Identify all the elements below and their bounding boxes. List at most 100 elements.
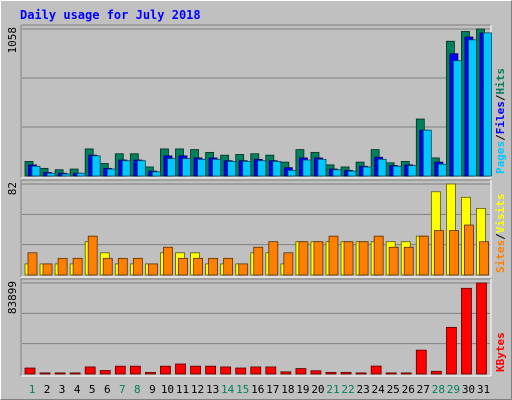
bar-sites-day-16 [253, 246, 264, 276]
bar-sites-day-7 [117, 257, 128, 276]
bar-kbytes-day-5 [84, 366, 96, 375]
series-kbytes [24, 282, 487, 375]
bar-sites-day-27 [418, 235, 429, 276]
x-tick-label-7: 7 [119, 383, 126, 396]
bar-sites-day-9 [147, 263, 158, 276]
x-tick-label-24: 24 [372, 383, 386, 396]
bar-pages-day-10 [167, 158, 176, 177]
bar-sites-day-21 [328, 235, 339, 276]
bar-sites-day-8 [132, 257, 143, 276]
series-pages [31, 32, 492, 177]
panel-middle: 82 Sites/Visits [6, 179, 507, 278]
bar-kbytes-day-24 [370, 365, 382, 375]
bar-sites-day-20 [313, 241, 324, 276]
x-tick-label-28: 28 [432, 383, 445, 396]
bar-sites-day-13 [208, 257, 219, 276]
bar-kbytes-day-1 [24, 367, 36, 375]
bar-kbytes-day-10 [160, 365, 171, 375]
bar-sites-day-11 [178, 257, 188, 276]
bar-kbytes-day-18 [280, 371, 292, 375]
legend-entry: Files [494, 101, 507, 134]
panel-max-label: 1058 [6, 27, 19, 54]
x-tick-label-13: 13 [206, 383, 219, 396]
x-tick-label-14: 14 [221, 383, 235, 396]
bar-kbytes-day-12 [190, 365, 201, 375]
panel-legend: KBytes [494, 332, 507, 372]
bar-pages-day-18 [287, 170, 297, 177]
bar-pages-day-26 [407, 165, 417, 177]
x-tick-label-18: 18 [281, 383, 294, 396]
bar-pages-day-31 [483, 32, 492, 177]
bar-sites-day-26 [403, 246, 414, 276]
bar-sites-day-10 [163, 246, 173, 276]
bar-pages-day-9 [151, 171, 161, 177]
x-tick-label-9: 9 [149, 383, 156, 396]
bar-sites-day-3 [57, 257, 68, 276]
bar-pages-day-14 [227, 161, 237, 177]
bar-kbytes-day-8 [129, 365, 141, 375]
bar-kbytes-day-15 [235, 367, 247, 375]
x-tick-label-5: 5 [89, 383, 96, 396]
bar-kbytes-day-4 [69, 372, 81, 375]
bar-kbytes-day-6 [99, 370, 111, 375]
x-tick-label-12: 12 [191, 383, 204, 396]
bar-sites-day-22 [343, 241, 354, 276]
bar-pages-day-8 [136, 160, 146, 177]
bar-kbytes-day-27 [415, 349, 427, 375]
bar-sites-day-4 [72, 257, 83, 276]
bar-pages-day-17 [272, 161, 282, 177]
bar-pages-day-3 [61, 173, 71, 177]
bar-pages-day-22 [347, 170, 357, 177]
bar-pages-day-30 [468, 39, 477, 177]
bar-sites-day-28 [433, 230, 444, 276]
bar-sites-day-19 [298, 241, 309, 276]
bar-sites-day-15 [238, 263, 249, 276]
x-tick-label-22: 22 [341, 383, 354, 396]
bar-kbytes-day-22 [340, 371, 352, 375]
bar-pages-day-24 [377, 158, 387, 177]
bar-pages-day-1 [31, 165, 41, 177]
panel-bottom: 83899 KBytes [6, 278, 507, 377]
bar-kbytes-day-9 [144, 371, 156, 375]
bar-kbytes-day-7 [114, 365, 126, 375]
bar-sites-day-1 [27, 252, 38, 276]
x-tick-label-27: 27 [417, 383, 430, 396]
panel-max-label: 82 [6, 182, 19, 195]
bar-kbytes-day-14 [220, 366, 232, 375]
x-tick-label-1: 1 [29, 383, 36, 396]
bar-pages-day-4 [76, 172, 86, 177]
bar-pages-day-5 [91, 155, 101, 177]
bar-pages-day-29 [452, 60, 462, 177]
bar-kbytes-day-11 [175, 363, 186, 375]
bar-kbytes-day-28 [430, 370, 442, 375]
x-tick-label-15: 15 [236, 383, 249, 396]
bar-kbytes-day-30 [461, 287, 472, 375]
bar-sites-day-30 [464, 224, 474, 276]
bar-kbytes-day-16 [250, 366, 262, 375]
legend-entry: Sites [494, 240, 507, 273]
x-tick-label-29: 29 [447, 383, 460, 396]
bar-sites-day-14 [223, 257, 234, 276]
bar-kbytes-day-19 [295, 368, 307, 375]
x-tick-label-11: 11 [176, 383, 189, 396]
x-tick-label-19: 19 [296, 383, 309, 396]
bar-sites-day-2 [42, 263, 53, 276]
bar-pages-day-28 [437, 163, 447, 177]
panel-top-background [21, 25, 491, 178]
bar-sites-day-5 [87, 235, 98, 276]
bar-sites-day-12 [193, 257, 203, 276]
x-tick-label-31: 31 [477, 383, 490, 396]
x-tick-label-10: 10 [161, 383, 174, 396]
bar-pages-day-11 [182, 158, 191, 177]
bar-sites-day-18 [283, 252, 294, 276]
bar-sites-day-25 [388, 246, 399, 276]
bar-kbytes-day-23 [355, 372, 367, 375]
x-tick-label-17: 17 [266, 383, 279, 396]
x-tick-label-23: 23 [356, 383, 369, 396]
x-tick-label-16: 16 [251, 383, 264, 396]
legend-entry: KBytes [494, 332, 507, 372]
x-tick-label-6: 6 [104, 383, 111, 396]
bar-pages-day-7 [121, 160, 131, 177]
